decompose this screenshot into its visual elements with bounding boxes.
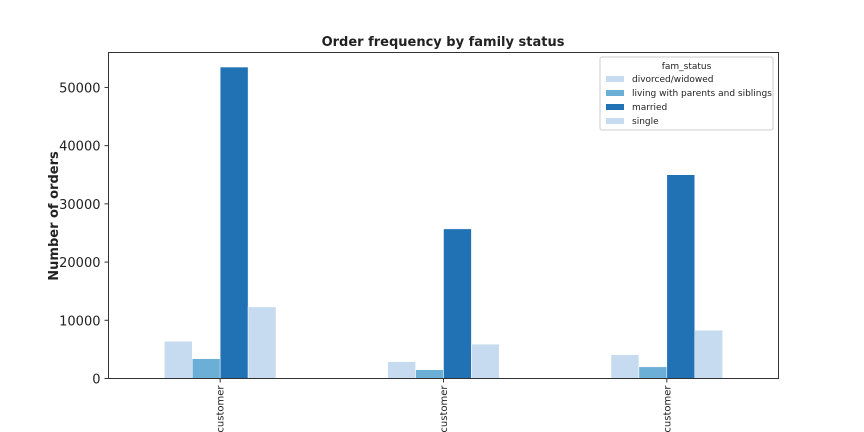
legend-entry-label: living with parents and siblings (632, 89, 772, 99)
bar-single (247, 306, 277, 379)
chart-title: Order frequency by family status (322, 35, 565, 50)
bar-single (694, 329, 723, 379)
x-tick-label: t customer (439, 385, 450, 432)
bar-divorced-widowed (610, 354, 640, 379)
bar-married (443, 228, 472, 379)
bar-divorced-widowed (164, 340, 193, 379)
legend: fam_status divorced/widowed living with pa… (599, 56, 774, 131)
y-tick-label: 30000 (59, 198, 100, 213)
bar-married (666, 174, 695, 379)
bar-single (471, 343, 500, 379)
legend-swatch (606, 104, 624, 110)
y-axis-label: Number of orders (47, 151, 62, 281)
y-tick-label: 0 (92, 373, 100, 388)
plot-frame (108, 52, 779, 379)
y-axis-ticks: 0 10000 20000 30000 40000 50000 (59, 81, 109, 388)
legend-entry-label: divorced/widowed (632, 75, 713, 85)
x-tick-label: r customer (662, 385, 673, 432)
legend-swatch (606, 76, 624, 82)
bar-living-with-parents-and-siblings (415, 369, 444, 379)
y-tick-label: 10000 (59, 314, 100, 329)
legend-swatch (606, 90, 624, 96)
bars-group (164, 66, 723, 379)
legend-swatch (606, 118, 624, 124)
legend-entry-label: single (632, 117, 659, 127)
legend-entry-label: married (632, 103, 667, 113)
legend-title: fam_status (662, 62, 712, 72)
bar-living-with-parents-and-siblings (192, 358, 221, 379)
legend-box (599, 56, 774, 131)
bar-living-with-parents-and-siblings (638, 366, 668, 379)
y-tick-label: 20000 (59, 256, 100, 271)
bar-married (219, 66, 249, 379)
y-tick-label: 50000 (59, 81, 100, 96)
y-tick-label: 40000 (59, 140, 100, 155)
bar-divorced-widowed (387, 361, 416, 379)
x-axis-ticks: : customer t customer r customer (216, 378, 673, 432)
x-tick-label: : customer (216, 385, 227, 432)
